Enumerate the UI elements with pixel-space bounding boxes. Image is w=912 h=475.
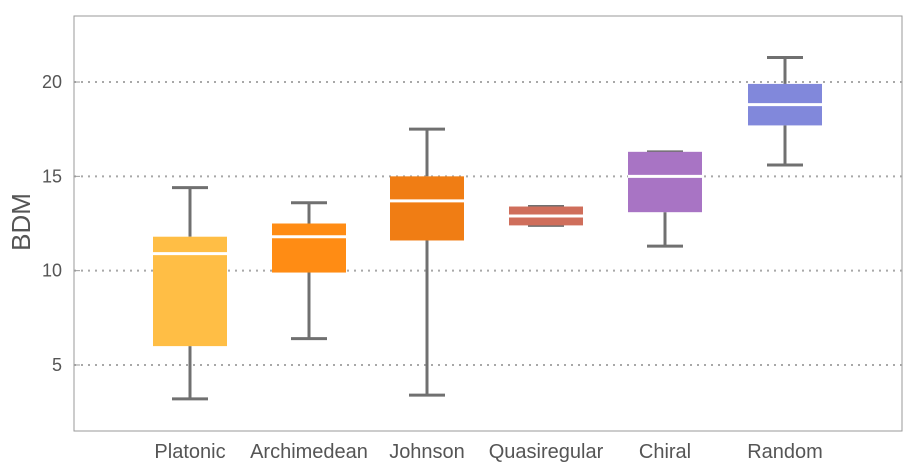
box-iqr bbox=[272, 223, 346, 273]
y-axis-ticks: 5 10 15 20 bbox=[42, 72, 80, 375]
y-tick-label: 20 bbox=[42, 72, 62, 92]
y-tick-label: 5 bbox=[52, 355, 62, 375]
category-label: Johnson bbox=[389, 441, 465, 463]
box-iqr bbox=[628, 151, 702, 213]
box-iqr bbox=[390, 176, 464, 241]
y-tick-label: 15 bbox=[42, 166, 62, 186]
box-random bbox=[748, 56, 822, 167]
plot-frame bbox=[73, 15, 903, 432]
y-tick-label: 10 bbox=[42, 261, 62, 281]
category-label: Chiral bbox=[639, 441, 691, 463]
box-johnson bbox=[390, 127, 464, 397]
y-axis-title: BDM bbox=[6, 193, 36, 251]
category-labels: Platonic Archimedean Johnson Quasiregular Ch… bbox=[154, 441, 822, 463]
grid-lines bbox=[74, 81, 902, 366]
category-label: Platonic bbox=[154, 441, 225, 463]
box-chiral bbox=[628, 150, 702, 248]
category-label: Archimedean bbox=[250, 441, 368, 463]
box-platonic bbox=[153, 186, 227, 401]
box-quasiregular bbox=[509, 205, 583, 227]
category-label: Quasiregular bbox=[489, 441, 604, 463]
boxes bbox=[153, 56, 822, 401]
category-label: Random bbox=[747, 441, 823, 463]
box-archimedean bbox=[272, 201, 346, 341]
